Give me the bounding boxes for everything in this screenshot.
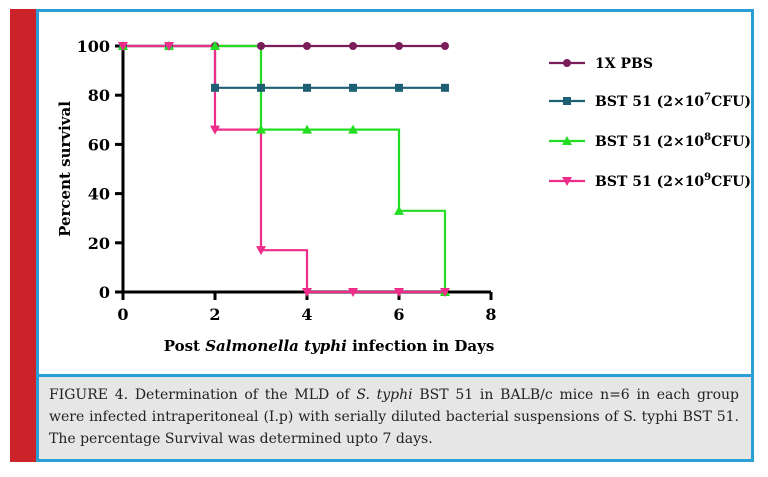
caption-lead: FIGURE 4. Determination of the MLD of xyxy=(49,387,357,403)
data-point-series-4 xyxy=(164,42,174,51)
legend-swatch-marker xyxy=(562,177,572,186)
x-tick-label: 8 xyxy=(485,305,496,324)
data-point-series-3 xyxy=(256,124,266,134)
data-point-series-4 xyxy=(302,288,312,297)
legend-label: BST 51 (2×109CFU) xyxy=(595,172,751,190)
x-tick-label: 4 xyxy=(301,305,312,324)
caption-rest: BST 51 in BALB/c mice n=6 in each group … xyxy=(49,387,740,447)
legend-label: BST 51 (2×108CFU) xyxy=(595,132,751,150)
data-point-series-4 xyxy=(210,125,220,135)
x-tick-label: 6 xyxy=(393,305,404,324)
data-point-series-4 xyxy=(394,288,404,297)
data-point-series-2 xyxy=(257,83,265,92)
y-tick-label: 40 xyxy=(88,185,110,204)
x-tick-label: 0 xyxy=(117,305,128,324)
data-point-series-2 xyxy=(303,83,311,92)
legend-label: BST 51 (2×107CFU) xyxy=(595,92,751,110)
plot-area: 0 20 40 60 80 100 0 2 4 6 8 Percent survival Post Sa… xyxy=(39,12,751,372)
data-point-series-1 xyxy=(257,42,265,50)
y-axis-title: Percent survival xyxy=(56,101,74,237)
legend-label: 1X PBS xyxy=(595,56,653,72)
x-axis-title: Post Salmonella typhi infection in Days xyxy=(164,337,495,355)
data-point-series-2 xyxy=(441,83,449,92)
y-tick-label: 60 xyxy=(88,135,110,154)
data-point-series-3 xyxy=(348,124,358,134)
caption-italic: S. typhi xyxy=(356,387,413,403)
data-point-series-2 xyxy=(395,83,403,92)
data-point-series-4 xyxy=(348,288,358,297)
data-point-series-1 xyxy=(349,42,357,50)
legend-swatch-marker xyxy=(562,136,572,145)
figure-panel: 0 20 40 60 80 100 0 2 4 6 8 Percent survival Post Sa… xyxy=(36,9,754,462)
data-point-series-4 xyxy=(440,288,450,297)
series-line-2 xyxy=(123,44,445,89)
data-point-series-1 xyxy=(395,42,403,50)
data-point-series-3 xyxy=(394,205,404,215)
legend-swatch-marker xyxy=(563,97,571,105)
series-line-4 xyxy=(123,44,445,294)
data-point-series-3 xyxy=(210,41,220,50)
series-line-3 xyxy=(123,44,447,292)
figure-caption: FIGURE 4. Determination of the MLD of S.… xyxy=(39,374,751,459)
y-tick-label: 0 xyxy=(99,283,110,302)
side-accent-bar xyxy=(10,9,36,462)
data-point-series-4 xyxy=(118,42,128,51)
y-tick-label: 20 xyxy=(88,234,110,253)
y-tick-label: 100 xyxy=(77,37,110,56)
y-tick-label: 80 xyxy=(88,86,110,105)
data-point-series-2 xyxy=(349,83,357,92)
legend-swatch-marker xyxy=(563,59,571,67)
data-point-series-4 xyxy=(256,246,266,256)
data-point-series-2 xyxy=(211,83,219,92)
data-point-series-3 xyxy=(302,124,312,134)
data-point-series-1 xyxy=(441,42,449,50)
survival-chart: 0 20 40 60 80 100 0 2 4 6 8 Percent survival Post Sa… xyxy=(56,37,751,355)
x-tick-label: 2 xyxy=(209,305,220,324)
data-point-series-1 xyxy=(303,42,311,50)
